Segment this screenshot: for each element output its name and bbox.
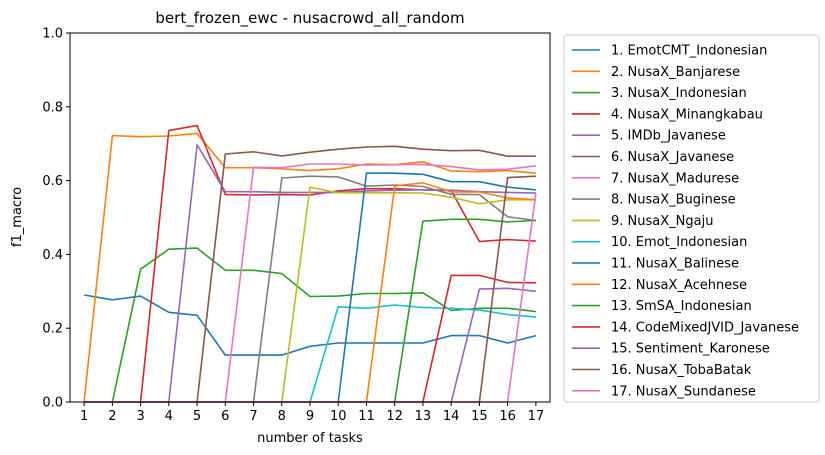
series-line-4 [84,124,536,403]
legend-label-11: 11. NusaX_Balinese [611,257,739,272]
legend-label-7: 7. NusaX_Madurese [611,171,739,186]
x-tick-label: 15 [471,409,488,424]
x-tick-label: 12 [386,409,403,424]
y-axis: 0.0 0.2 0.4 0.6 0.8 1.0 [42,27,70,411]
y-tick-label: 0.8 [42,100,63,115]
y-tick-label: 0.0 [42,396,63,411]
legend-label-9: 9. NusaX_Ngaju [611,214,713,229]
x-tick-label: 10 [330,409,347,424]
x-tick-label: 14 [443,409,460,424]
chart-title: bert_frozen_ewc - nusacrowd_all_random [155,9,464,28]
y-axis-title: f1_macro [10,187,25,247]
legend-label-4: 4. NusaX_Minangkabau [611,107,763,122]
legend-label-10: 10. Emot_Indonesian [611,235,747,250]
legend-label-17: 17. NusaX_Sundanese [611,384,756,399]
legend-label-14: 14. CodeMixedJVID_Javanese [611,320,799,335]
x-tick-label: 13 [415,409,432,424]
legend-label-1: 1. EmotCMT_Indonesian [611,44,767,59]
legend-label-8: 8. NusaX_Buginese [611,193,736,208]
legend-label-12: 12. NusaX_Acehnese [611,278,747,293]
x-tick-label: 17 [528,409,545,424]
series-line-2 [83,132,536,403]
legend-label-13: 13. SmSA_Indonesian [611,299,752,314]
y-tick-label: 0.4 [42,248,63,263]
y-tick-label: 0.6 [42,174,63,189]
series-line-3 [84,247,536,403]
x-tick-label: 8 [278,409,286,424]
y-tick-label: 1.0 [42,27,63,42]
x-tick-label: 16 [499,409,516,424]
x-tick-label: 2 [108,409,116,424]
legend: 1. EmotCMT_Indonesian 2. NusaX_Banjarese 3… [563,34,820,403]
x-tick-label: 4 [165,409,173,424]
series-line-1 [83,294,537,356]
legend-label-16: 16. NusaX_TobaBatak [611,363,752,378]
x-tick-label: 7 [249,409,257,424]
x-tick-label: 1 [80,409,88,424]
x-axis: 1 2 3 4 5 6 7 8 9 10 11 12 13 14 15 16 17 [80,402,544,424]
x-axis-title: number of tasks [257,431,363,446]
x-tick-label: 6 [221,409,229,424]
legend-label-5: 5. IMDb_Javanese [611,129,726,144]
legend-label-3: 3. NusaX_Indonesian [611,86,747,101]
legend-box [563,34,820,403]
legend-label-6: 6. NusaX_Javanese [611,150,734,165]
y-tick-label: 0.2 [42,322,63,337]
x-tick-label: 5 [193,409,201,424]
x-tick-label: 11 [358,409,375,424]
legend-label-2: 2. NusaX_Banjarese [611,65,740,80]
x-tick-label: 9 [306,409,314,424]
x-tick-label: 3 [136,409,144,424]
legend-label-15: 15. Sentiment_Karonese [611,342,770,357]
